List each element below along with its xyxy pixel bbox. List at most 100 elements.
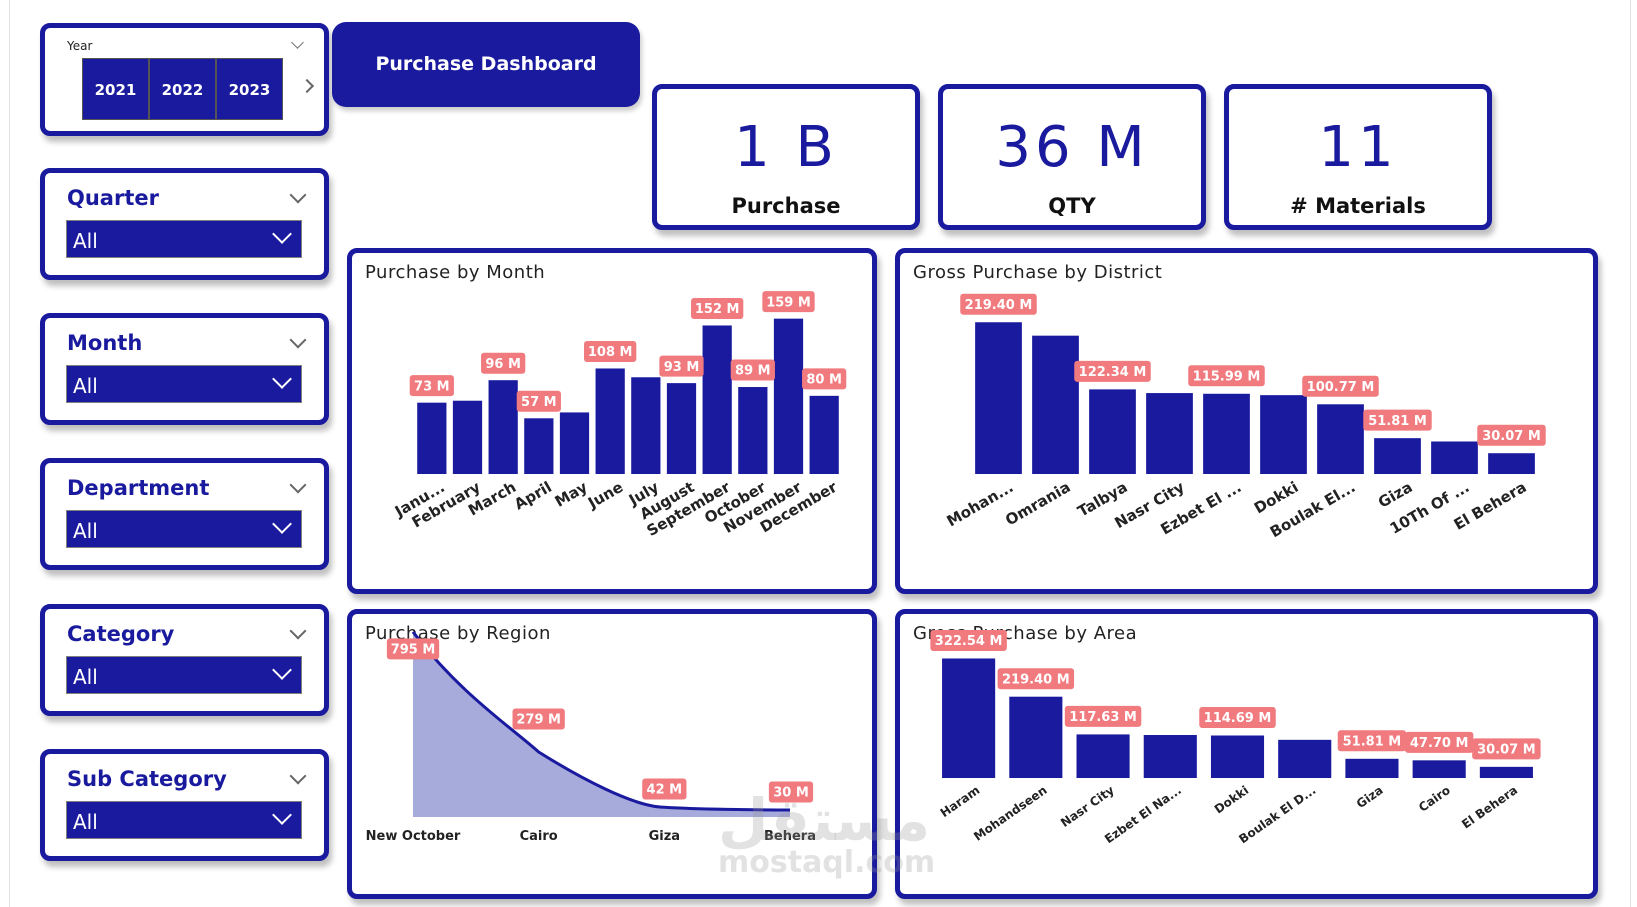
data-label-bg [1404,731,1474,753]
bar[interactable] [1076,734,1130,778]
x-tick-label: Giza [1354,783,1386,811]
x-tick-label: April [511,478,555,514]
bar[interactable] [1412,760,1466,778]
data-label-bg [516,390,561,412]
bar[interactable] [975,322,1022,474]
data-label-bg [930,629,1007,651]
x-tick-label: Behera [764,829,816,844]
bar[interactable] [1203,393,1250,474]
bar[interactable] [1345,758,1399,778]
chevron-right-icon[interactable] [299,78,315,94]
bar[interactable] [666,383,697,474]
year-button-2023[interactable]: 2023 [216,58,283,120]
category-dropdown[interactable]: All [66,656,302,694]
department-slicer: Department All [40,458,329,570]
data-label-bg [584,340,637,362]
kpi-purchase-value: 1 B [734,115,838,180]
year-slicer-label: Year [67,39,93,53]
chart-gross-purchase-by-district: Gross Purchase by District 219.40 M 122.3… [895,248,1598,594]
kpi-materials-value: 11 [1318,115,1398,180]
bar[interactable] [1374,438,1421,474]
quarter-slicer: Quarter All [40,168,329,280]
bar[interactable] [1089,389,1136,474]
sub-category-dropdown[interactable]: All [66,801,302,839]
bar[interactable] [631,377,661,474]
x-tick-label: Giza [1375,478,1415,512]
bar[interactable] [595,368,625,474]
watermark-arabic: مستقل [718,786,931,854]
chart-purchase-by-month: Purchase by Month 73 M 96 M 57 M 108 M 93 M 1… [347,248,877,594]
chevron-down-icon [272,660,292,680]
data-label: 47.70 M [1410,736,1469,751]
data-label-bg [1188,365,1265,387]
series-line[interactable] [411,630,791,812]
data-label: 93 M [664,360,700,375]
chevron-down-icon[interactable] [291,36,304,49]
bar[interactable] [1260,395,1307,474]
bar[interactable] [738,387,768,474]
bar[interactable] [524,418,554,474]
data-label-bg [1363,409,1432,431]
data-label: 96 M [485,357,521,372]
bar[interactable] [452,400,483,474]
bar[interactable] [1210,735,1265,778]
bar[interactable] [417,402,447,474]
category-slicer-title: Category [67,622,175,646]
data-label-bg [1472,738,1541,760]
sub-category-dropdown-value: All [73,810,98,834]
x-tick-label: El Behera [1459,783,1520,831]
chevron-down-icon[interactable] [289,186,307,204]
quarter-dropdown-value: All [73,229,98,253]
x-tick-label: Nasr City [1058,783,1117,830]
year-button-2022[interactable]: 2022 [149,58,216,120]
bar[interactable] [702,325,732,474]
data-label-bg [659,355,704,377]
bar[interactable] [1032,335,1079,474]
kpi-card-qty: 36 M QTY [938,84,1206,230]
bar[interactable] [559,412,590,474]
quarter-dropdown[interactable]: All [66,220,302,258]
kpi-card-purchase: 1 B Purchase [652,84,920,230]
bar[interactable] [809,395,839,474]
data-label-bg [960,293,1037,315]
data-label: 89 M [735,364,771,379]
data-label-bg [802,368,847,390]
chevron-down-icon [272,369,292,389]
x-tick-label: Dokki [1212,783,1251,816]
chevron-down-icon[interactable] [289,767,307,785]
bar[interactable] [942,658,996,778]
bar[interactable] [1146,393,1193,474]
data-label: 30.07 M [1477,743,1536,758]
bar[interactable] [1143,735,1197,778]
bar[interactable] [773,318,804,474]
data-label: 80 M [806,373,842,388]
x-tick-label: Cairo [520,829,558,844]
page-edge-left [9,0,10,907]
year-button-2021[interactable]: 2021 [82,58,149,120]
month-dropdown[interactable]: All [66,365,302,403]
chevron-down-icon[interactable] [289,331,307,349]
bar[interactable] [1488,453,1535,474]
area-fill [413,631,790,817]
chevron-down-icon[interactable] [289,476,307,494]
data-label-bg [1337,730,1407,752]
data-label-bg [730,359,775,381]
chevron-down-icon[interactable] [289,622,307,640]
chart-gross-purchase-by-district-svg: 219.40 M 122.34 M 115.99 M 100.77 M 51.81 M 3… [944,293,1546,541]
x-tick-label: May [552,478,591,511]
bar[interactable] [1317,404,1364,474]
bar[interactable] [1479,766,1533,778]
data-label-bg [768,781,814,803]
data-label: 117.63 M [1069,710,1137,725]
bar[interactable] [1278,739,1332,778]
x-tick-label: New October [366,829,461,844]
bar[interactable] [1009,696,1063,778]
department-dropdown[interactable]: All [66,510,302,548]
bar[interactable] [1431,441,1478,474]
chart-gross-purchase-by-area-svg: 322.54 M 219.40 M 117.63 M 114.69 M 51.81 M 4… [930,629,1541,846]
chart-purchase-by-region: Purchase by Region 795 M 279 M 42 M 30 M New… [347,609,877,899]
month-slicer-title: Month [67,331,143,355]
kpi-qty-value: 36 M [995,115,1149,180]
bar[interactable] [488,380,518,474]
